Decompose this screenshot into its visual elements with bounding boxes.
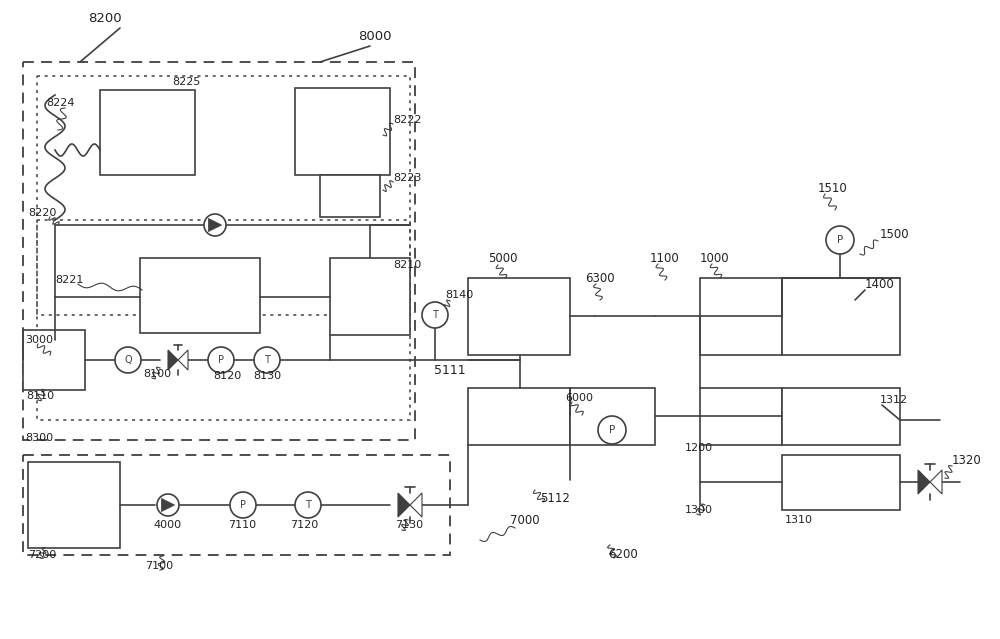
Text: 5112: 5112 <box>540 491 570 505</box>
FancyBboxPatch shape <box>23 330 85 390</box>
FancyBboxPatch shape <box>782 278 900 355</box>
Text: 1400: 1400 <box>865 279 895 291</box>
Text: 7100: 7100 <box>145 561 173 571</box>
Text: 8210: 8210 <box>393 260 421 270</box>
Bar <box>23 62 415 440</box>
Text: 8100: 8100 <box>143 369 171 379</box>
Text: P: P <box>609 425 615 435</box>
Text: 8000: 8000 <box>358 29 392 43</box>
Text: 8220: 8220 <box>28 208 56 218</box>
Text: 6200: 6200 <box>608 548 638 562</box>
FancyBboxPatch shape <box>100 90 195 175</box>
FancyBboxPatch shape <box>295 88 390 175</box>
Polygon shape <box>168 350 178 370</box>
Circle shape <box>230 492 256 518</box>
Text: 8224: 8224 <box>46 98 74 108</box>
Text: 5111: 5111 <box>434 364 466 376</box>
Text: 7120: 7120 <box>290 520 318 530</box>
Text: T: T <box>264 355 270 365</box>
Polygon shape <box>398 493 410 517</box>
Text: T: T <box>305 500 311 510</box>
Text: 3000: 3000 <box>25 335 53 345</box>
Circle shape <box>208 347 234 373</box>
Text: Q: Q <box>124 355 132 365</box>
Text: 8140: 8140 <box>445 290 473 300</box>
Text: 1100: 1100 <box>650 252 680 265</box>
Text: 8120: 8120 <box>213 371 241 381</box>
Text: 7200: 7200 <box>28 550 56 560</box>
Text: T: T <box>432 310 438 320</box>
FancyBboxPatch shape <box>782 388 900 445</box>
Bar <box>37 76 410 315</box>
Circle shape <box>826 226 854 254</box>
FancyBboxPatch shape <box>468 278 570 355</box>
Circle shape <box>598 416 626 444</box>
Text: 1312: 1312 <box>880 395 908 405</box>
FancyBboxPatch shape <box>320 175 380 217</box>
FancyBboxPatch shape <box>468 388 570 445</box>
Bar <box>37 220 410 420</box>
Text: 4000: 4000 <box>153 520 181 530</box>
FancyBboxPatch shape <box>28 462 120 548</box>
Circle shape <box>115 347 141 373</box>
Text: 8110: 8110 <box>26 391 54 401</box>
Polygon shape <box>930 470 942 494</box>
FancyBboxPatch shape <box>330 258 410 335</box>
Text: 8130: 8130 <box>253 371 281 381</box>
FancyBboxPatch shape <box>782 455 900 510</box>
Text: 1200: 1200 <box>685 443 713 453</box>
Circle shape <box>204 214 226 236</box>
Text: 6300: 6300 <box>585 272 615 284</box>
Polygon shape <box>410 493 422 517</box>
Circle shape <box>254 347 280 373</box>
Text: 8223: 8223 <box>393 173 421 183</box>
Text: 5000: 5000 <box>488 252 518 265</box>
Text: 7110: 7110 <box>228 520 256 530</box>
Text: P: P <box>218 355 224 365</box>
Circle shape <box>422 302 448 328</box>
Text: 8300: 8300 <box>25 433 53 443</box>
Polygon shape <box>208 219 222 231</box>
Circle shape <box>295 492 321 518</box>
Text: 1320: 1320 <box>952 454 982 466</box>
Text: P: P <box>837 235 843 245</box>
Polygon shape <box>161 498 175 512</box>
Text: 8200: 8200 <box>88 12 122 24</box>
Text: 6000: 6000 <box>565 393 593 403</box>
Text: 8225: 8225 <box>172 77 200 87</box>
FancyBboxPatch shape <box>700 278 782 355</box>
Text: 1310: 1310 <box>785 515 813 525</box>
Text: 1000: 1000 <box>700 252 730 265</box>
Text: P: P <box>240 500 246 510</box>
Circle shape <box>157 494 179 516</box>
Text: 8221: 8221 <box>55 275 83 285</box>
Polygon shape <box>918 470 930 494</box>
Text: 8222: 8222 <box>393 115 422 125</box>
Text: 7130: 7130 <box>395 520 423 530</box>
Text: 1500: 1500 <box>880 229 910 242</box>
FancyBboxPatch shape <box>140 258 260 333</box>
Text: 7000: 7000 <box>510 514 540 527</box>
Text: 1510: 1510 <box>818 181 848 194</box>
Bar <box>23 455 450 555</box>
FancyBboxPatch shape <box>570 388 655 445</box>
Polygon shape <box>178 350 188 370</box>
FancyBboxPatch shape <box>700 388 782 445</box>
Text: 1300: 1300 <box>685 505 713 515</box>
